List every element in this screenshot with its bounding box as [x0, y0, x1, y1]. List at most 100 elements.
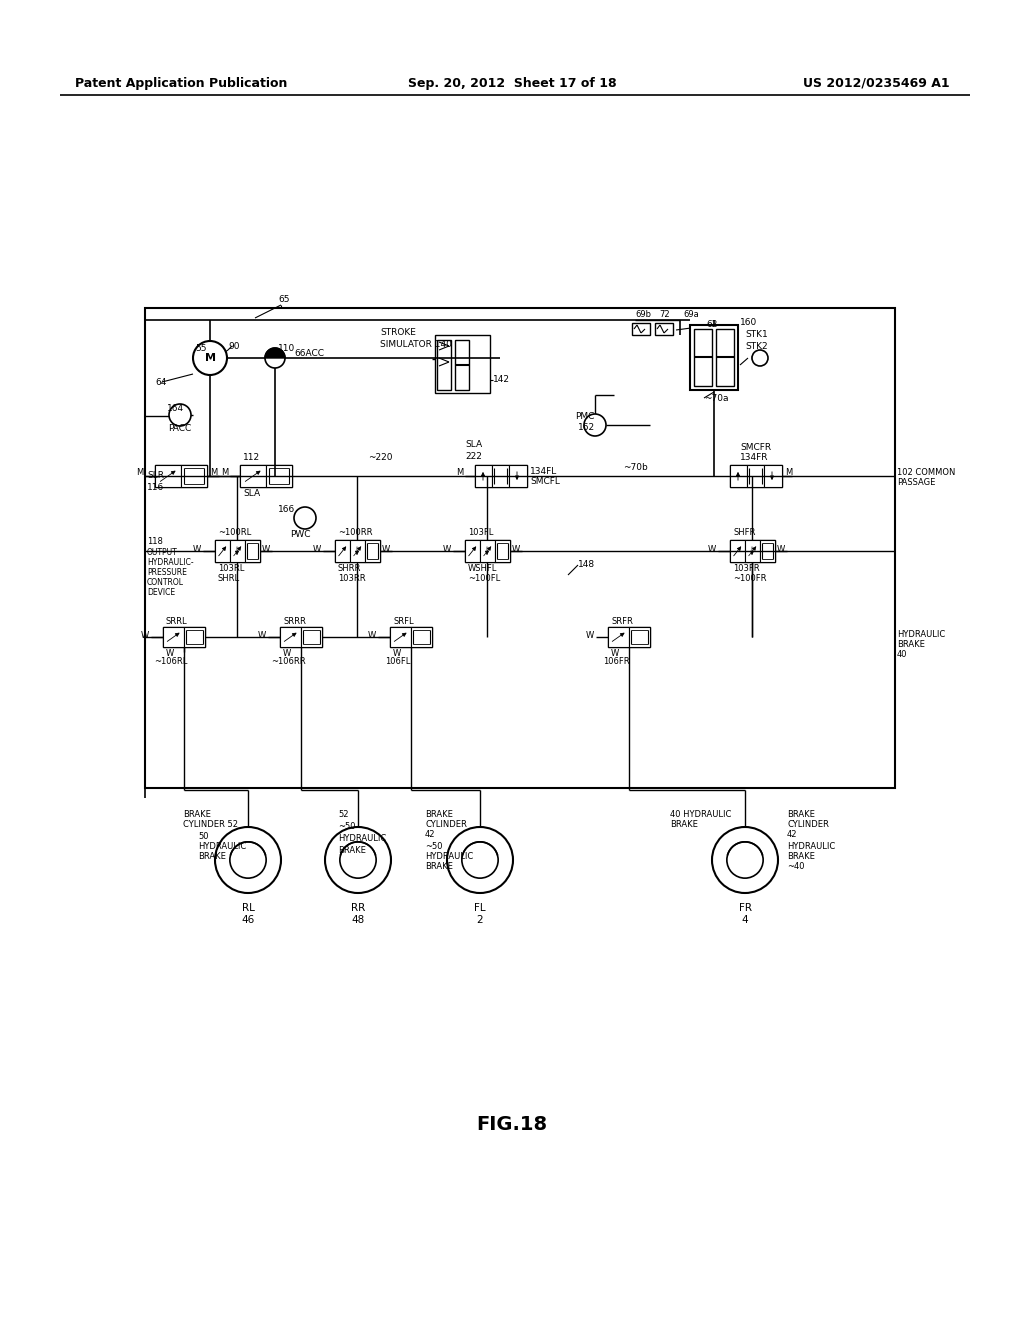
Text: 116: 116 [147, 483, 164, 492]
Circle shape [727, 842, 763, 878]
Circle shape [447, 828, 513, 894]
Bar [145, 308, 895, 788]
Bar [730, 465, 746, 487]
Bar [435, 335, 490, 393]
Bar [184, 627, 205, 647]
Bar [335, 540, 350, 562]
Text: W: W [777, 545, 785, 554]
Bar [509, 465, 527, 487]
Text: 50: 50 [198, 832, 209, 841]
Bar [390, 627, 411, 647]
Bar [730, 465, 782, 487]
Text: 103RL: 103RL [218, 564, 245, 573]
Text: BRAKE: BRAKE [897, 640, 925, 649]
Text: DEVICE: DEVICE [147, 587, 175, 597]
Text: OUTPUT: OUTPUT [147, 548, 178, 557]
Text: STROKE: STROKE [380, 327, 416, 337]
Bar [655, 323, 673, 335]
Text: 42: 42 [425, 830, 435, 840]
Bar [215, 540, 260, 562]
Bar [301, 627, 322, 647]
Text: W: W [611, 649, 620, 657]
Text: PRESSURE: PRESSURE [147, 568, 186, 577]
Bar [280, 627, 301, 647]
Bar [163, 627, 184, 647]
Text: BRAKE: BRAKE [198, 851, 226, 861]
Text: 106FR: 106FR [603, 657, 630, 667]
Bar [608, 627, 650, 647]
Circle shape [584, 414, 606, 436]
Text: RL: RL [242, 903, 254, 913]
Text: W: W [393, 649, 401, 657]
Text: 66ACC: 66ACC [294, 350, 324, 359]
Bar [690, 325, 738, 389]
Bar [365, 540, 380, 562]
Text: M: M [136, 469, 143, 477]
Text: W: W [382, 545, 390, 554]
Text: 164: 164 [167, 404, 184, 413]
Circle shape [193, 341, 227, 375]
Text: STK2: STK2 [745, 342, 768, 351]
Text: 69a: 69a [683, 310, 698, 319]
Circle shape [712, 828, 778, 894]
Text: 90: 90 [228, 342, 240, 351]
Text: WSHFL: WSHFL [468, 564, 498, 573]
Text: 148: 148 [578, 560, 595, 569]
Text: 42: 42 [787, 830, 798, 840]
Text: SRFR: SRFR [611, 616, 633, 626]
Text: M: M [221, 469, 228, 477]
Text: ~50: ~50 [338, 822, 355, 832]
Text: W: W [442, 545, 451, 554]
Text: 103FL: 103FL [468, 528, 494, 537]
Text: ~106RR: ~106RR [270, 657, 305, 667]
Circle shape [294, 507, 316, 529]
Text: BRAKE: BRAKE [183, 810, 211, 818]
Text: W: W [312, 545, 321, 554]
Text: HYDRAULIC-: HYDRAULIC- [147, 558, 194, 568]
Text: SLR: SLR [147, 471, 164, 480]
Text: PASSAGE: PASSAGE [897, 478, 935, 487]
Text: 142: 142 [493, 375, 510, 384]
Text: Patent Application Publication: Patent Application Publication [75, 77, 288, 90]
Bar [745, 540, 760, 562]
Circle shape [169, 404, 191, 426]
Text: W: W [368, 631, 376, 640]
Text: W: W [512, 545, 520, 554]
Text: US 2012/0235469 A1: US 2012/0235469 A1 [804, 77, 950, 90]
Text: 52: 52 [338, 810, 348, 818]
Text: CONTROL: CONTROL [147, 578, 184, 587]
Bar [163, 627, 205, 647]
Text: SLA: SLA [465, 440, 482, 449]
Circle shape [462, 842, 498, 878]
Text: STK1: STK1 [745, 330, 768, 339]
Polygon shape [265, 348, 285, 358]
Text: FIG.18: FIG.18 [476, 1115, 548, 1134]
Bar [475, 465, 492, 487]
Circle shape [215, 828, 281, 894]
Text: ~100RR: ~100RR [338, 528, 373, 537]
Text: M: M [205, 352, 215, 363]
Bar [155, 465, 181, 487]
Bar [230, 540, 245, 562]
Text: 72: 72 [659, 310, 671, 319]
Text: 60: 60 [750, 354, 762, 363]
Text: ~100RL: ~100RL [218, 528, 251, 537]
Text: 134FR: 134FR [740, 453, 768, 462]
Text: 4: 4 [741, 915, 749, 925]
Text: SMCFL: SMCFL [530, 477, 560, 486]
Text: ~70b: ~70b [623, 463, 648, 473]
Text: W: W [262, 545, 270, 554]
Bar [280, 627, 322, 647]
Circle shape [229, 842, 266, 878]
Bar [694, 329, 712, 385]
Text: M: M [210, 469, 217, 477]
Text: W: W [140, 631, 150, 640]
Text: HYDRAULIC: HYDRAULIC [425, 851, 473, 861]
Bar [437, 341, 451, 389]
Text: W: W [166, 649, 174, 657]
Text: 134FL: 134FL [530, 467, 557, 477]
Text: W: W [258, 631, 266, 640]
Text: 65: 65 [278, 294, 290, 304]
Text: ~40: ~40 [787, 862, 805, 871]
Text: 55: 55 [195, 345, 207, 352]
